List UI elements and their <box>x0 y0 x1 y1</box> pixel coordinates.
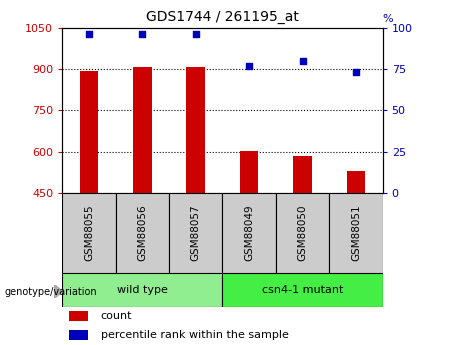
Text: GSM88055: GSM88055 <box>84 205 94 261</box>
Title: GDS1744 / 261195_at: GDS1744 / 261195_at <box>146 10 299 24</box>
Polygon shape <box>54 285 63 298</box>
Bar <box>276 193 329 273</box>
Bar <box>80 71 98 193</box>
Text: genotype/variation: genotype/variation <box>5 287 97 296</box>
Text: wild type: wild type <box>117 285 168 295</box>
Text: %: % <box>383 14 393 24</box>
Point <box>192 31 200 37</box>
Bar <box>169 193 222 273</box>
Bar <box>69 311 88 322</box>
Point <box>245 63 253 68</box>
Text: GSM88051: GSM88051 <box>351 205 361 261</box>
Bar <box>116 193 169 273</box>
Bar <box>69 330 88 341</box>
Text: GSM88057: GSM88057 <box>191 205 201 261</box>
Point <box>85 31 93 37</box>
Bar <box>186 67 205 193</box>
Text: count: count <box>100 311 132 321</box>
Point <box>352 70 360 75</box>
Bar <box>62 193 116 273</box>
Bar <box>223 193 276 273</box>
Bar <box>240 151 259 193</box>
Text: GSM88050: GSM88050 <box>297 205 307 261</box>
Text: GSM88056: GSM88056 <box>137 205 148 261</box>
Bar <box>329 193 383 273</box>
Point <box>139 31 146 37</box>
Bar <box>293 156 312 193</box>
Bar <box>223 273 383 307</box>
Text: csn4-1 mutant: csn4-1 mutant <box>262 285 343 295</box>
Bar <box>62 273 222 307</box>
Text: GSM88049: GSM88049 <box>244 205 254 261</box>
Bar <box>133 67 152 193</box>
Point <box>299 58 306 63</box>
Bar <box>347 171 365 193</box>
Text: percentile rank within the sample: percentile rank within the sample <box>100 330 289 340</box>
